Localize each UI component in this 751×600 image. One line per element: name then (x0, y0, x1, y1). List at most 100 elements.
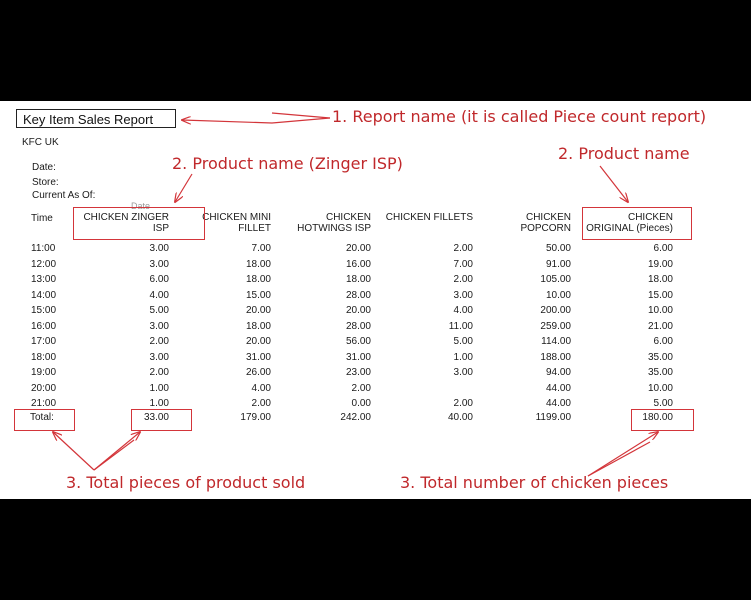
row-value: 3.00 (149, 243, 169, 254)
row-value: 200.00 (540, 305, 571, 316)
highlight-zinger-total (131, 409, 192, 431)
annotation-total-chicken: 3. Total number of chicken pieces (400, 473, 669, 492)
row-value: 3.00 (149, 351, 169, 363)
row-value: 2.00 (453, 243, 473, 254)
header-hotwings-line1: CHICKEN (325, 212, 371, 223)
header-fillets: CHICKEN FILLETS (386, 212, 473, 223)
row-value: 105.00 (540, 274, 571, 285)
arrow-product-zinger (175, 173, 193, 202)
header-popcorn-line2: POPCORN (520, 223, 571, 234)
row-value: 28.00 (345, 320, 371, 332)
row-value: 6.00 (653, 243, 673, 254)
row-value: 23.00 (345, 367, 371, 378)
arrow-zinger-total-2 (93, 439, 135, 471)
row-value: 44.00 (545, 382, 571, 394)
row-value: 18.00 (647, 274, 673, 285)
row-value: 2.00 (149, 336, 169, 347)
row-value: 31.00 (345, 351, 371, 363)
row-value: 15.00 (245, 289, 271, 301)
arrow-total-chicken (587, 432, 658, 477)
row-value: 18.00 (345, 274, 371, 285)
row-time: 15:00 (31, 305, 57, 316)
annotation-total-pieces: 3. Total pieces of product sold (66, 473, 306, 492)
header-zinger-line1: CHICKEN ZINGER (83, 212, 169, 223)
highlight-total-label (14, 409, 75, 431)
row-value: 20.00 (245, 336, 271, 347)
header-popcorn-line1: CHICKEN (525, 212, 571, 223)
row-value: 3.00 (453, 289, 473, 301)
row-value: 3.00 (149, 258, 169, 270)
row-value: 5.00 (453, 336, 473, 347)
total-value: 242.00 (340, 412, 371, 423)
row-value: 16.00 (345, 258, 371, 270)
row-value: 7.00 (453, 258, 473, 270)
row-time: 14:00 (31, 289, 57, 301)
row-value: 21.00 (647, 320, 673, 332)
row-value: 20.00 (245, 305, 271, 316)
row-time: 19:00 (31, 367, 57, 378)
row-value: 15.00 (647, 289, 673, 301)
annotation-report-name: 1. Report name (it is called Piece count… (332, 107, 707, 126)
total-value: 1199.00 (535, 412, 571, 423)
row-time: 16:00 (31, 320, 57, 332)
row-value: 5.00 (653, 398, 673, 409)
arrow-total-chicken-2 (587, 441, 651, 477)
row-value: 2.00 (453, 274, 473, 285)
row-value: 11.00 (448, 320, 473, 332)
row-value: 35.00 (647, 351, 673, 363)
row-value: 35.00 (647, 367, 673, 378)
row-value: 4.00 (251, 382, 271, 394)
highlight-original-total (631, 409, 694, 431)
meta-store-label: Store: (32, 177, 59, 188)
total-label: Total: (30, 412, 54, 423)
highlight-zinger-header (73, 207, 205, 240)
row-value: 50.00 (545, 243, 571, 254)
row-time: 11:00 (31, 243, 56, 254)
highlight-original-header (582, 207, 692, 240)
row-value: 18.00 (245, 274, 271, 285)
annotation-product-zinger: 2. Product name (Zinger ISP) (172, 154, 403, 173)
row-value: 18.00 (245, 258, 271, 270)
total-value: 179.00 (240, 412, 271, 423)
header-popcorn: CHICKEN POPCORN (520, 212, 571, 234)
row-value: 31.00 (245, 351, 271, 363)
row-time: 20:00 (31, 382, 57, 394)
company-name: KFC UK (22, 137, 59, 148)
row-value: 114.00 (541, 336, 571, 347)
header-fillets-line1: CHICKEN FILLETS (385, 212, 473, 223)
row-value: 2.00 (351, 382, 371, 394)
row-value: 5.00 (149, 305, 169, 316)
report-title: Key Item Sales Report (16, 109, 176, 128)
row-value: 19.00 (647, 258, 673, 270)
total-value: 40.00 (447, 412, 473, 423)
row-value: 28.00 (345, 289, 371, 301)
row-time: 17:00 (31, 336, 57, 347)
row-value: 6.00 (653, 336, 673, 347)
meta-date-label: Date: (32, 162, 56, 173)
annotation-product-name: 2. Product name (558, 144, 690, 163)
header-zinger-line2: ISP (152, 223, 169, 234)
row-value: 4.00 (149, 289, 169, 301)
row-value: 188.00 (540, 351, 571, 363)
header-original: CHICKEN ORIGINAL (Pieces) (586, 212, 673, 234)
meta-current-label: Current As Of: (32, 190, 96, 201)
time-header: Time (31, 213, 53, 224)
row-value: 10.00 (647, 382, 673, 394)
header-mini-fillet-line1: CHICKEN MINI (202, 212, 271, 223)
row-value: 1.00 (149, 382, 169, 394)
row-value: 10.00 (647, 305, 673, 316)
row-value: 20.00 (345, 243, 371, 254)
row-value: 0.00 (351, 398, 371, 409)
header-hotwings-line2: HOTWINGS ISP (297, 223, 371, 234)
row-value: 10.00 (545, 289, 571, 301)
header-zinger: CHICKEN ZINGER ISP (83, 212, 169, 234)
faint-date-label: Date (131, 201, 151, 211)
arrow-total-label (53, 432, 95, 471)
row-value: 1.00 (149, 398, 169, 409)
row-time: 12:00 (31, 258, 57, 270)
header-hotwings: CHICKEN HOTWINGS ISP (297, 212, 371, 234)
row-value: 94.00 (545, 367, 571, 378)
header-mini-fillet-line2: FILLET (238, 223, 271, 234)
total-value: 33.00 (143, 412, 169, 423)
row-value: 4.00 (453, 305, 473, 316)
